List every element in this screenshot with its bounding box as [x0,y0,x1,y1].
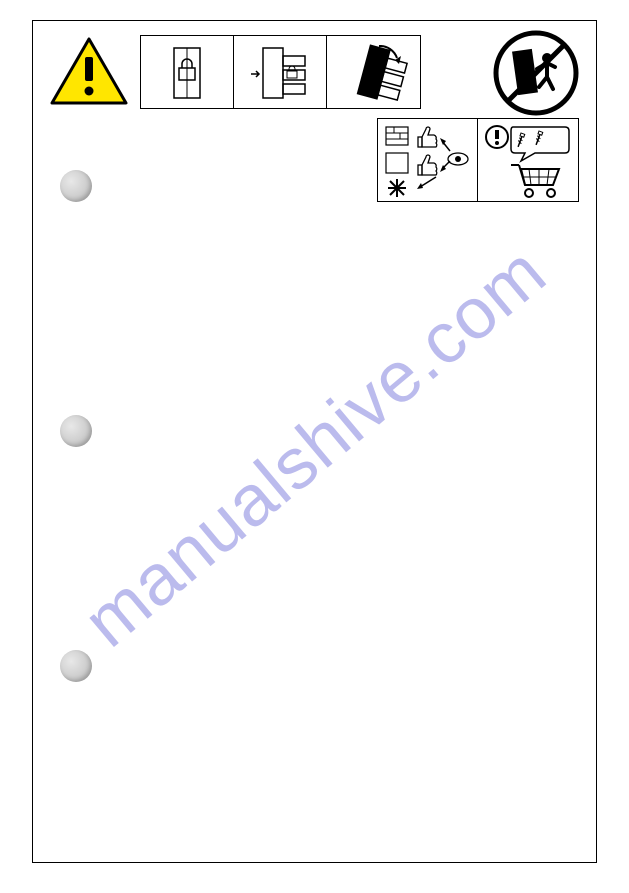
pictogram-hardware-cart [478,119,578,201]
pictogram-cabinet-closed [141,36,234,108]
bullet-circle-3 [60,650,92,682]
warning-triangle-icon [48,35,130,107]
pictogram-cabinet-drawers [234,36,327,108]
pictogram-cabinet-tipping [327,36,420,108]
pictogram-wall-check [378,119,478,201]
secondary-pictogram-row [377,118,579,202]
bullet-circle-1 [60,170,92,202]
no-climb-prohibition-icon [493,30,579,116]
bullet-circle-2 [60,415,92,447]
pictogram-row [140,35,421,109]
